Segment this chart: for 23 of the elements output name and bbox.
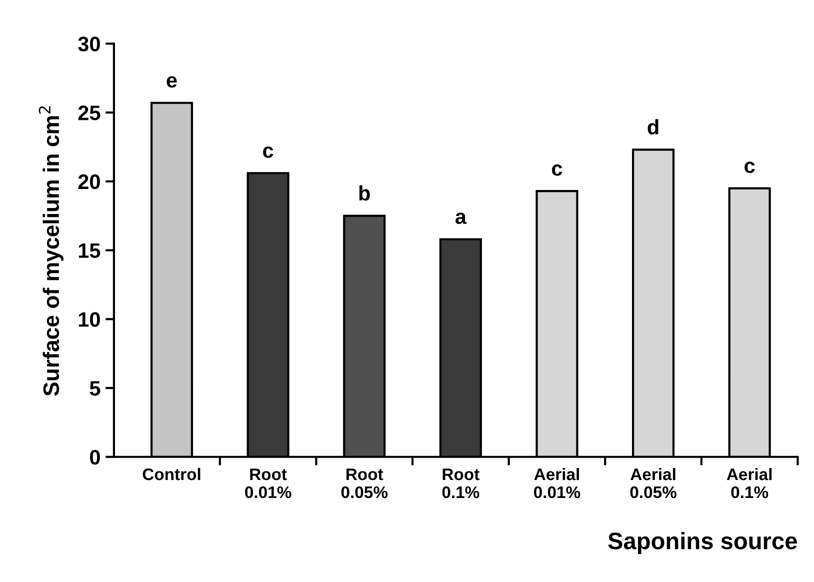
- data-label: e: [166, 76, 177, 88]
- y-tick-label: 5: [90, 381, 100, 396]
- x-tick-label: Aerial 0.1%: [726, 468, 772, 498]
- x-tick-label: Aerial 0.05%: [630, 468, 676, 498]
- data-label: d: [648, 119, 658, 134]
- y-tick-label: 30: [78, 36, 100, 52]
- data-label: b: [359, 185, 370, 201]
- x-tick-label: Root 0.1%: [442, 468, 480, 498]
- y-tick-label: 10: [78, 312, 100, 327]
- data-label: c: [744, 162, 755, 174]
- x-tick-label: Root 0.01%: [245, 468, 292, 498]
- data-label: a: [455, 212, 467, 224]
- data-label: c: [263, 146, 274, 158]
- y-tick-label: 15: [78, 243, 100, 258]
- x-tick-label: Root 0.05%: [341, 468, 388, 498]
- x-tick-label: Aerial 0.01%: [534, 468, 580, 498]
- x-axis-title: Saponins source: [608, 532, 797, 554]
- y-tick-label: 25: [78, 106, 100, 120]
- y-tick-label: 20: [78, 174, 100, 190]
- y-tick-label: 0: [90, 450, 100, 465]
- x-tick-label: Control: [142, 468, 200, 480]
- data-label: c: [552, 164, 562, 176]
- y-axis-title: Surface of mycelium in cm$^{2}$: [38, 106, 64, 396]
